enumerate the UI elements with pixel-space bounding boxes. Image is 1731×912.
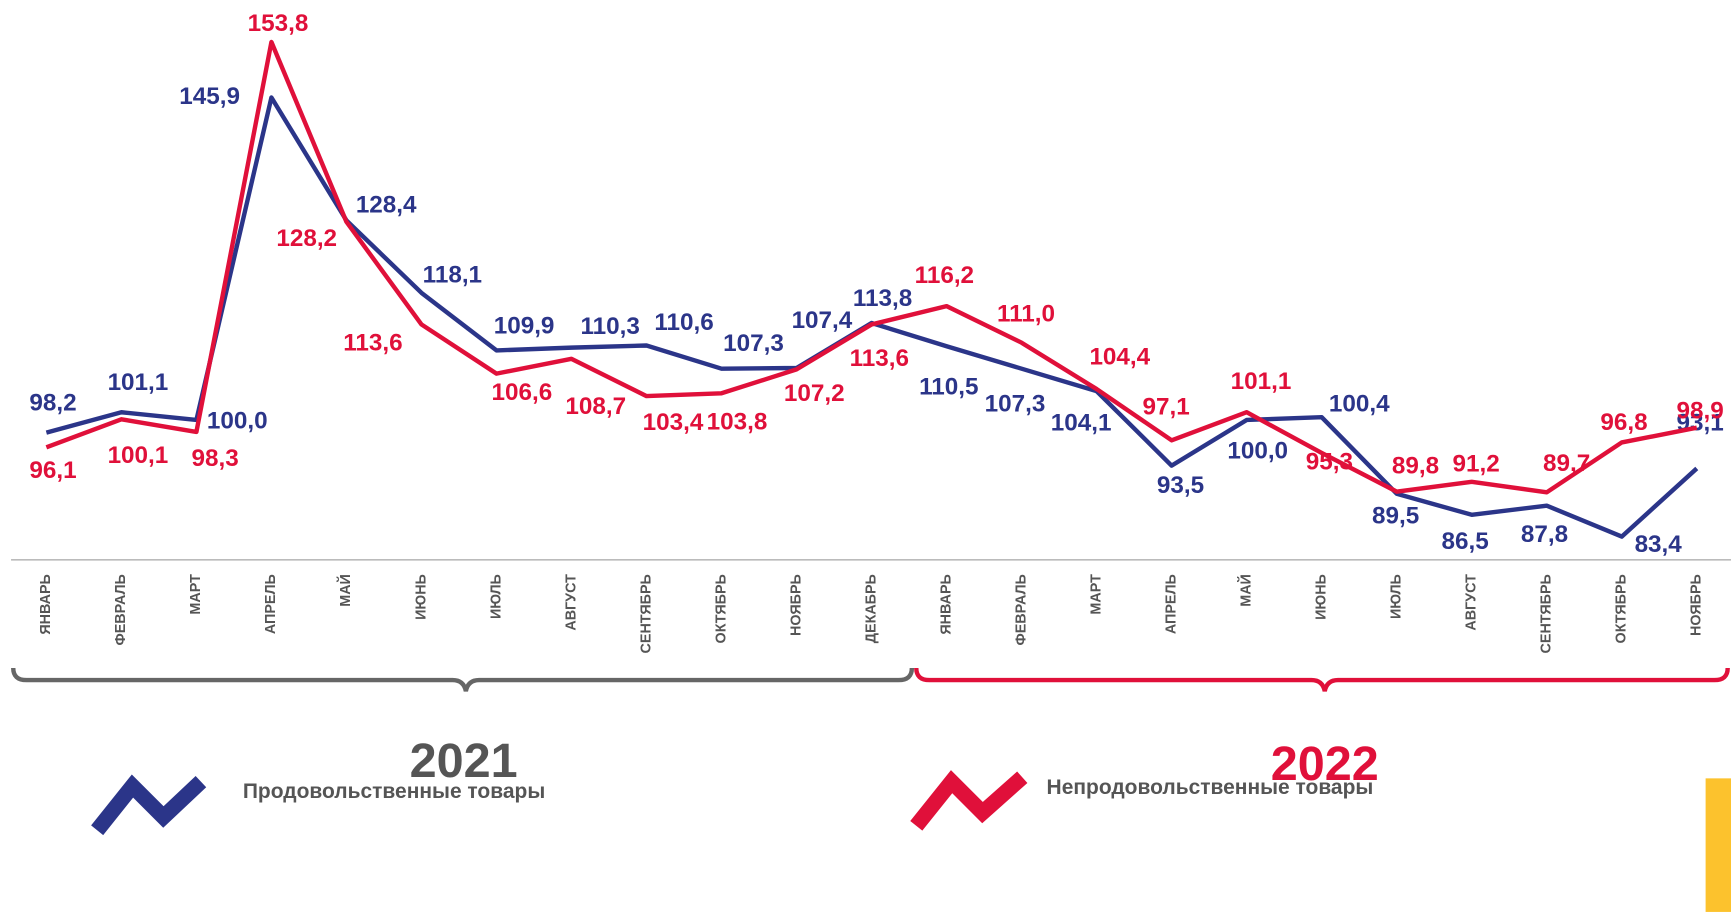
value-label: 83,4 [1635, 531, 1683, 558]
legend-icon [910, 770, 1028, 831]
value-label: 100,0 [207, 408, 268, 435]
value-label: 101,1 [1231, 368, 1292, 395]
x-tick-label: НОЯБРЬ [788, 574, 804, 636]
x-tick-label: МАЙ [1236, 574, 1254, 607]
value-label: 91,2 [1453, 451, 1500, 478]
value-label: 86,5 [1441, 528, 1488, 555]
value-label: 128,4 [356, 192, 417, 219]
x-tick-label: МАРТ [1088, 574, 1104, 615]
value-label: 104,1 [1051, 410, 1112, 437]
x-tick-label: ОКТЯБРЬ [713, 574, 729, 643]
value-label: 113,8 [853, 285, 912, 312]
legend-label: Непродовольственные товары [1047, 776, 1374, 799]
x-tick-label: МАРТ [188, 574, 204, 615]
value-label: 107,2 [784, 380, 845, 407]
series-line [45, 39, 1698, 495]
value-label: 107,3 [723, 330, 784, 357]
value-label: 104,4 [1089, 344, 1150, 371]
legend-label: Продовольственные товары [243, 780, 545, 803]
x-tick-label: ИЮНЬ [1313, 574, 1329, 620]
value-label: 110,6 [654, 309, 713, 336]
x-tick-label: ФЕВРАЛЬ [1013, 574, 1029, 645]
value-label: 100,0 [1227, 437, 1288, 464]
value-label: 113,6 [343, 330, 402, 357]
x-tick-label: ФЕВРАЛЬ [113, 574, 129, 645]
x-tick-label: НОЯБРЬ [1689, 574, 1705, 636]
legend-icon [91, 774, 207, 836]
value-label: 97,1 [1143, 394, 1190, 421]
value-label: 96,1 [29, 457, 76, 484]
value-label: 128,2 [276, 225, 337, 252]
value-label: 103,8 [707, 408, 768, 435]
value-label: 113,6 [850, 345, 909, 372]
brace-2021 [11, 667, 915, 692]
value-label: 111,0 [997, 301, 1055, 328]
value-label: 100,4 [1329, 390, 1390, 417]
value-label: 89,7 [1543, 450, 1590, 477]
x-tick-label: ИЮЛЬ [1388, 574, 1404, 619]
year-label: 2021 [410, 734, 518, 788]
value-label: 107,4 [792, 307, 853, 334]
value-label: 89,5 [1372, 502, 1419, 529]
x-tick-label: МАЙ [336, 574, 354, 607]
series-line [45, 95, 1699, 539]
value-label: 101,1 [108, 369, 169, 396]
value-label: 110,5 [919, 374, 978, 401]
value-label: 98,9 [1676, 398, 1723, 425]
value-label: 98,2 [29, 389, 76, 416]
value-label: 145,9 [179, 83, 240, 110]
x-tick-label: АВГУСТ [1464, 574, 1480, 631]
value-label: 110,3 [580, 313, 639, 340]
value-label: 153,8 [248, 10, 309, 37]
x-tick-label: ИЮНЬ [413, 574, 429, 620]
value-label: 107,3 [985, 391, 1046, 418]
x-tick-label: ЯНВАРЬ [938, 574, 954, 635]
value-label: 87,8 [1521, 521, 1568, 548]
decor-rect [1705, 778, 1731, 912]
value-label: 116,2 [915, 262, 974, 289]
x-tick-label: ОКТЯБРЬ [1614, 574, 1630, 643]
value-label: 118,1 [423, 262, 482, 289]
value-label: 106,6 [492, 379, 553, 406]
x-tick-label: ИЮЛЬ [488, 574, 504, 619]
year-label: 2022 [1271, 737, 1379, 791]
value-label: 96,8 [1600, 409, 1647, 436]
x-tick-label: ДЕКАБРЬ [863, 574, 879, 643]
value-label: 95,3 [1306, 448, 1353, 475]
value-label: 98,3 [192, 445, 239, 472]
x-tick-label: ЯНВАРЬ [38, 574, 54, 635]
value-label: 89,8 [1392, 453, 1439, 480]
value-label: 103,4 [643, 409, 704, 436]
x-tick-label: АВГУСТ [563, 574, 579, 631]
x-tick-label: СЕНТЯБРЬ [638, 574, 654, 653]
value-label: 108,7 [565, 393, 626, 420]
x-tick-label: АПРЕЛЬ [263, 574, 279, 634]
value-label: 100,1 [108, 442, 169, 469]
x-tick-label: СЕНТЯБРЬ [1539, 574, 1555, 653]
brace-2022 [914, 667, 1730, 692]
value-label: 93,5 [1157, 472, 1204, 499]
x-tick-label: АПРЕЛЬ [1163, 574, 1179, 634]
value-label: 109,9 [494, 313, 555, 340]
